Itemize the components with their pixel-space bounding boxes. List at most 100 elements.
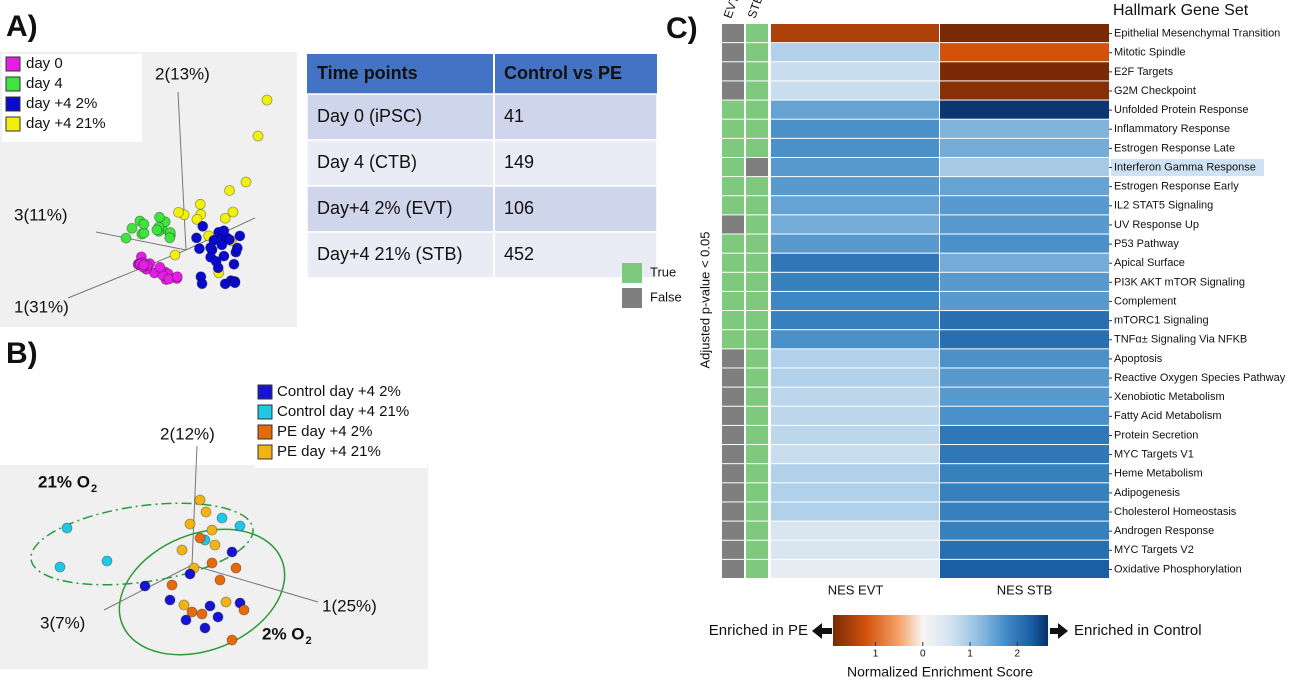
gene-set-label: Protein Secretion bbox=[1114, 429, 1198, 441]
table-cell: Day 4 (CTB) bbox=[317, 152, 417, 172]
heatmap-cell bbox=[771, 196, 939, 215]
point bbox=[206, 557, 218, 569]
legend-label: False bbox=[650, 289, 682, 304]
gene-set-label: Fatty Acid Metabolism bbox=[1114, 410, 1222, 422]
legend-label: True bbox=[650, 264, 676, 279]
column-header: EVT bbox=[721, 0, 742, 20]
gene-set-label: UV Response Up bbox=[1114, 219, 1199, 231]
table-row-bg bbox=[306, 93, 658, 141]
heatmap-cell bbox=[940, 215, 1109, 234]
gene-set-label: Complement bbox=[1114, 295, 1176, 307]
significance-cell bbox=[722, 43, 744, 62]
legend-swatch bbox=[622, 288, 642, 308]
legend-label: day +4 21% bbox=[26, 115, 106, 132]
significance-cell bbox=[722, 24, 744, 43]
axis-label: 2(12%) bbox=[160, 424, 215, 443]
point bbox=[224, 234, 235, 246]
legend-label: PE day +4 2% bbox=[277, 423, 372, 440]
significance-cell bbox=[746, 215, 768, 234]
significance-cell bbox=[746, 119, 768, 138]
significance-cell bbox=[746, 540, 768, 559]
table-row-bg bbox=[306, 185, 658, 233]
heatmap-cell bbox=[771, 62, 939, 81]
point bbox=[205, 242, 216, 254]
point bbox=[218, 225, 230, 237]
heatmap-cell bbox=[940, 311, 1109, 330]
heatmap-cell bbox=[940, 253, 1109, 272]
heatmap-cell bbox=[940, 177, 1109, 196]
point bbox=[194, 494, 206, 506]
point bbox=[229, 277, 241, 289]
axis-label: 3(7%) bbox=[40, 613, 85, 632]
significance-cell bbox=[722, 387, 744, 406]
point bbox=[240, 176, 252, 188]
significance-cell bbox=[722, 502, 744, 521]
point bbox=[101, 555, 113, 567]
region-label: 21% O bbox=[38, 472, 90, 491]
heatmap-cell bbox=[771, 483, 939, 502]
point bbox=[238, 604, 250, 616]
point bbox=[252, 130, 264, 142]
significance-cell bbox=[722, 311, 744, 330]
table-cell: Day+4 2% (EVT) bbox=[317, 198, 453, 218]
colorbar-arrows bbox=[812, 623, 1068, 639]
significance-cell bbox=[722, 483, 744, 502]
heatmap-cell bbox=[771, 445, 939, 464]
heatmap-cell bbox=[940, 349, 1109, 368]
significance-cell bbox=[722, 196, 744, 215]
significance-cell bbox=[746, 253, 768, 272]
heatmap-cell bbox=[771, 119, 939, 138]
point bbox=[154, 211, 165, 223]
heatmap-cell bbox=[771, 24, 939, 43]
significance-cell bbox=[722, 559, 744, 578]
point bbox=[151, 224, 163, 236]
heatmap-cell bbox=[940, 406, 1109, 425]
heatmap-cell bbox=[940, 445, 1109, 464]
gene-set-label: Interferon Gamma Response bbox=[1114, 161, 1256, 173]
gene-set-label: Reactive Oxygen Species Pathway bbox=[1114, 372, 1286, 384]
gene-set-label: Cholesterol Homeostasis bbox=[1114, 506, 1237, 518]
gene-set-label: G2M Checkpoint bbox=[1114, 85, 1196, 97]
table-cell: 149 bbox=[504, 152, 534, 172]
point bbox=[138, 227, 150, 239]
point bbox=[261, 94, 273, 106]
heatmap-cell bbox=[771, 540, 939, 559]
gene-set-label: Unfolded Protein Response bbox=[1114, 104, 1249, 116]
legend-swatch bbox=[257, 444, 273, 460]
heatmap-cell bbox=[771, 215, 939, 234]
significance-cell bbox=[746, 464, 768, 483]
legend-label: Control day +4 2% bbox=[277, 383, 401, 400]
legend-swatch bbox=[5, 76, 21, 92]
point bbox=[209, 539, 221, 551]
label-highlight bbox=[1111, 158, 1264, 177]
significance-cell bbox=[722, 119, 744, 138]
significance-cell bbox=[746, 502, 768, 521]
significance-cell bbox=[722, 406, 744, 425]
point bbox=[191, 232, 202, 244]
heatmap-cell bbox=[771, 464, 939, 483]
legend-swatch bbox=[5, 116, 21, 132]
significance-label: Adjusted p-value < 0.05 bbox=[697, 232, 712, 369]
colorbar-tick-label: 1 bbox=[967, 649, 973, 660]
heatmap-cell bbox=[940, 540, 1109, 559]
point bbox=[186, 606, 198, 618]
heatmap-cell bbox=[771, 100, 939, 119]
significance-cell bbox=[746, 272, 768, 291]
point bbox=[226, 634, 238, 646]
point bbox=[206, 524, 218, 536]
colorbar-title: Normalized Enrichment Score bbox=[847, 664, 1033, 680]
gene-set-label: IL2 STAT5 Signaling bbox=[1114, 200, 1213, 212]
legend-label: Control day +4 21% bbox=[277, 403, 409, 420]
table-cell: 41 bbox=[504, 106, 524, 126]
legend-swatch bbox=[622, 263, 642, 283]
legend-box bbox=[2, 54, 142, 142]
heatmap-cell bbox=[940, 119, 1109, 138]
x-label: NES EVT bbox=[828, 582, 884, 597]
gene-set-label: MYC Targets V2 bbox=[1114, 544, 1194, 556]
gene-set-label: P53 Pathway bbox=[1114, 238, 1179, 250]
gene-set-label: Mitotic Spindle bbox=[1114, 47, 1186, 59]
legend-swatch bbox=[257, 404, 273, 420]
region-subscript: 2 bbox=[91, 483, 97, 495]
significance-cell bbox=[746, 100, 768, 119]
gene-set-label: Estrogen Response Late bbox=[1114, 142, 1235, 154]
